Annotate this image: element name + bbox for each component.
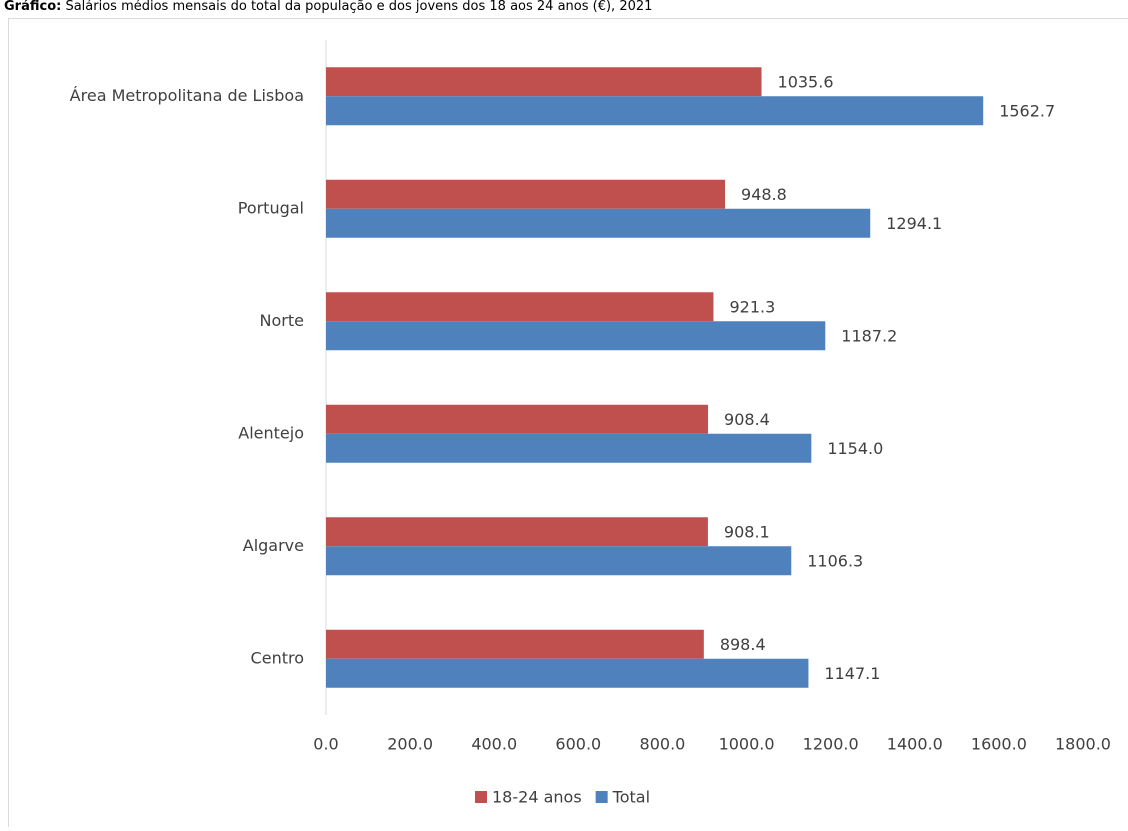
- x-tick-label: 600.0: [555, 735, 601, 754]
- bar: [326, 180, 725, 209]
- bar: [326, 209, 870, 238]
- y-tick-label: Centro: [251, 648, 304, 667]
- value-label: 1106.3: [807, 551, 863, 570]
- x-tick-label: 0.0: [313, 735, 338, 754]
- x-tick-label: 400.0: [471, 735, 517, 754]
- y-tick-label: Área Metropolitana de Lisboa: [70, 86, 304, 105]
- x-tick-label: 1200.0: [803, 735, 859, 754]
- value-label: 908.4: [724, 410, 770, 429]
- title-prefix: Gráfico:: [4, 0, 61, 14]
- x-tick-label: 200.0: [387, 735, 433, 754]
- x-tick-label: 1600.0: [971, 735, 1027, 754]
- value-label: 1562.7: [999, 101, 1055, 120]
- bar: [326, 67, 762, 96]
- chart-title: Gráfico: Salários médios mensais do tota…: [4, 0, 652, 14]
- value-label: 1147.1: [824, 664, 880, 683]
- bar: [326, 517, 708, 546]
- y-tick-label: Alentejo: [238, 423, 304, 442]
- bar: [326, 96, 983, 125]
- x-tick-label: 1800.0: [1055, 735, 1111, 754]
- bar: [326, 434, 811, 463]
- bar: [326, 405, 708, 434]
- y-tick-label: Portugal: [238, 198, 304, 217]
- bar: [326, 292, 713, 321]
- bar: [326, 321, 825, 350]
- legend-label: 18-24 anos: [492, 788, 582, 807]
- x-tick-label: 1000.0: [719, 735, 775, 754]
- value-label: 921.3: [729, 297, 775, 316]
- y-tick-label: Norte: [260, 311, 304, 330]
- x-tick-label: 1400.0: [887, 735, 943, 754]
- value-label: 1154.0: [827, 439, 883, 458]
- bar: [326, 659, 808, 688]
- legend-swatch: [475, 791, 487, 803]
- value-label: 908.1: [724, 522, 770, 541]
- value-label: 948.8: [741, 185, 787, 204]
- legend-swatch: [596, 791, 608, 803]
- legend-label: Total: [612, 788, 650, 807]
- bar: [326, 630, 704, 659]
- value-label: 1294.1: [886, 214, 942, 233]
- bar: [326, 546, 791, 575]
- value-label: 898.4: [720, 635, 766, 654]
- title-text: Salários médios mensais do total da popu…: [65, 0, 652, 14]
- value-label: 1187.2: [841, 326, 897, 345]
- y-tick-label: Algarve: [243, 536, 304, 555]
- x-tick-label: 800.0: [640, 735, 686, 754]
- value-label: 1035.6: [778, 72, 834, 91]
